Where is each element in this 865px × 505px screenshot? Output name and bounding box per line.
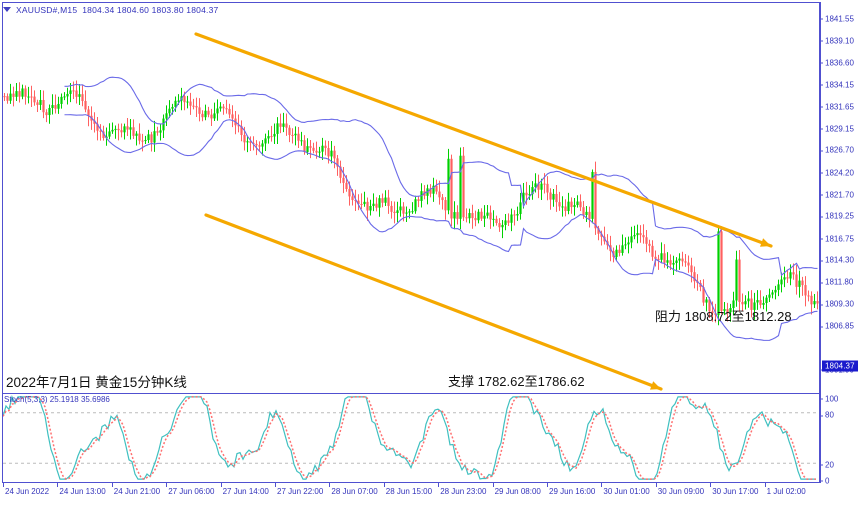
support-annotation: 支撑 1782.62至1786.62 xyxy=(448,374,585,389)
price-axis-line xyxy=(820,2,821,483)
price-chart-canvas xyxy=(3,32,819,391)
time-tick-label: 28 Jun 23:00 xyxy=(440,487,487,496)
time-tick-label: 29 Jun 08:00 xyxy=(494,487,541,496)
time-tick-mark xyxy=(547,483,548,487)
time-tick-mark xyxy=(57,483,59,487)
time-tick-mark xyxy=(655,483,657,487)
stoch-level-tick: 0 xyxy=(820,477,829,486)
time-tick-label: 27 Jun 06:00 xyxy=(168,487,215,496)
time-tick-label: 29 Jun 16:00 xyxy=(549,487,596,496)
price-tick: 1839.10 xyxy=(820,36,854,45)
price-tick: 1836.60 xyxy=(820,58,854,67)
ohlc-values: 1804.34 1804.60 1803.80 1804.37 xyxy=(82,4,219,15)
price-tick: 1816.75 xyxy=(820,234,854,243)
price-tick: 1814.30 xyxy=(820,256,854,265)
price-tick: 1824.20 xyxy=(820,168,854,177)
time-tick-label: 24 Jun 2022 xyxy=(5,487,50,496)
time-tick-label: 30 Jun 17:00 xyxy=(712,487,759,496)
stochastic-canvas xyxy=(3,394,819,481)
stoch-level-tick: 100 xyxy=(820,395,838,404)
triangle-down-icon[interactable] xyxy=(3,7,11,12)
price-tick: 1831.65 xyxy=(820,102,854,111)
time-axis[interactable]: 24 Jun 2022 24 Jun 13:00 24 Jun 21:00 27 Ju… xyxy=(2,483,820,505)
time-tick-mark xyxy=(166,483,168,487)
symbol-header: XAUUSD#,M15 1804.34 1804.60 1803.80 1804… xyxy=(3,3,218,16)
resistance-annotation: 阻力 1808.72至1812.28 xyxy=(655,309,792,324)
time-tick-label: 28 Jun 15:00 xyxy=(385,487,433,496)
time-tick-label: 24 Jun 13:00 xyxy=(59,487,106,496)
price-tick: 1809.30 xyxy=(820,300,854,309)
time-tick-label: 24 Jun 21:00 xyxy=(113,487,161,496)
stochastic-label: Stoch(5,3,3) 25.1918 35.6986 xyxy=(4,395,110,404)
stoch-level-tick: 20 xyxy=(820,460,834,469)
price-axis[interactable]: 1841.55 1839.10 1836.60 1834.15 1831.65 1829.… xyxy=(820,2,865,486)
time-tick-mark xyxy=(438,483,440,487)
stoch-level-tick: 80 xyxy=(820,411,834,420)
time-tick-mark xyxy=(3,483,4,487)
symbol-label: XAUUSD#,M15 xyxy=(16,4,78,15)
price-tick: 1834.15 xyxy=(820,80,854,89)
stochastic-pane[interactable] xyxy=(2,393,820,483)
time-tick-label: 30 Jun 01:00 xyxy=(603,487,650,496)
time-tick-mark xyxy=(764,483,766,487)
time-tick-label: 1 Jul 02:00 xyxy=(766,487,806,496)
time-tick-label: 27 Jun 22:00 xyxy=(277,487,324,496)
time-tick-mark xyxy=(601,483,603,487)
time-tick-label: 27 Jun 14:00 xyxy=(222,487,269,496)
price-tick: 1829.15 xyxy=(820,124,854,133)
time-tick-mark xyxy=(492,483,494,487)
time-tick-mark xyxy=(220,483,222,487)
price-chart-pane[interactable] xyxy=(2,2,820,394)
chart-caption: 2022年7月1日 黄金15分钟K线 xyxy=(6,375,187,390)
price-tick: 1819.25 xyxy=(820,212,854,221)
price-tick: 1821.70 xyxy=(820,190,854,199)
time-tick-mark xyxy=(329,483,331,487)
time-tick-mark xyxy=(383,483,385,487)
time-tick-label: 28 Jun 07:00 xyxy=(331,487,378,496)
time-tick-mark xyxy=(275,483,276,487)
price-tick: 1826.70 xyxy=(820,146,854,155)
price-tick: 1841.55 xyxy=(820,15,854,24)
time-tick-mark xyxy=(710,483,712,487)
time-tick-label: 30 Jun 09:00 xyxy=(657,487,705,496)
time-tick-mark xyxy=(111,483,113,487)
price-tick: 1811.80 xyxy=(820,278,853,287)
current-price-tag: 1804.37 xyxy=(822,360,858,372)
price-tick: 1806.85 xyxy=(820,322,854,331)
